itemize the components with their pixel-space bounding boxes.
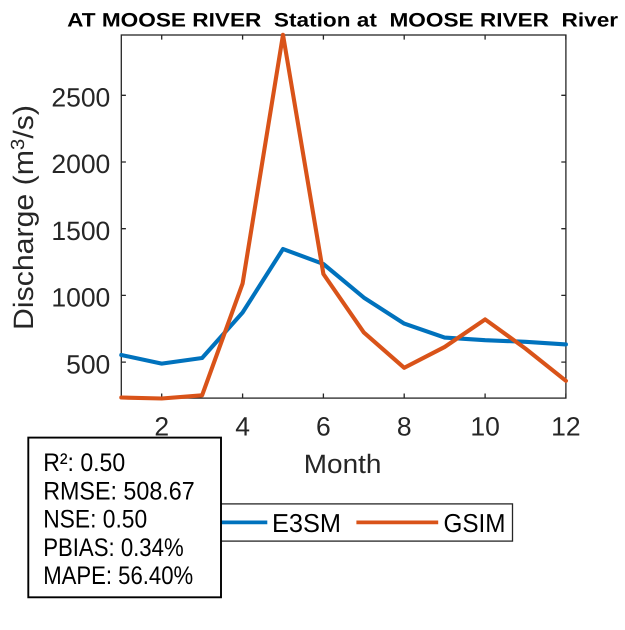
svg-text:12: 12 <box>551 412 580 442</box>
svg-text:2: 2 <box>154 412 169 442</box>
svg-text:10: 10 <box>470 412 499 442</box>
svg-text:500: 500 <box>66 349 110 379</box>
svg-text:PBIAS: 0.34%: PBIAS: 0.34% <box>43 534 184 562</box>
svg-text:GSIM: GSIM <box>444 508 506 538</box>
svg-text:4: 4 <box>235 412 250 442</box>
svg-text:2500: 2500 <box>51 83 110 113</box>
svg-text:8: 8 <box>397 412 412 442</box>
svg-text:R²: 0.50: R²: 0.50 <box>43 449 125 477</box>
svg-text:MAPE: 56.40%: MAPE: 56.40% <box>43 562 193 590</box>
svg-text:1500: 1500 <box>51 216 110 246</box>
svg-text:RMSE: 508.67: RMSE: 508.67 <box>43 477 195 505</box>
svg-text:1000: 1000 <box>51 283 110 313</box>
svg-text:Discharge (m3/s): Discharge (m3/s) <box>8 105 39 330</box>
svg-text:E3SM: E3SM <box>272 508 341 538</box>
svg-text:6: 6 <box>316 412 331 442</box>
svg-text:2000: 2000 <box>51 149 110 179</box>
svg-text:NSE: 0.50: NSE: 0.50 <box>43 506 147 534</box>
svg-text:Month: Month <box>304 449 382 479</box>
svg-text:AT MOOSE RIVER Station at MO: AT MOOSE RIVER Station at MOOSE RIVER Ri… <box>67 10 618 32</box>
